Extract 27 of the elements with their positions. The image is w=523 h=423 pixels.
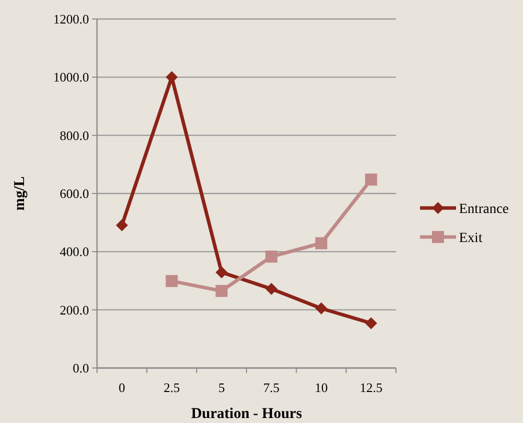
x-tick-label: 10 [314,380,328,395]
point [265,282,278,295]
y-axis-title: mg/L [12,176,28,211]
point [265,250,278,263]
x-tick-label: 2.5 [164,380,180,395]
point [216,266,228,278]
point [166,275,178,288]
x-axis-title: Duration - Hours [191,406,302,422]
point [365,174,378,186]
x-tick-label: 7.5 [263,380,280,395]
y-tick-label: 0.0 [72,360,89,376]
point [315,237,328,250]
point [216,284,228,297]
y-tick-label: 1200.0 [53,12,89,27]
y-tick-label: 200.0 [60,302,89,318]
x-tick-label: 12.5 [360,380,382,395]
x-tick-label: 5 [218,380,225,395]
y-tick-label: 600.0 [60,186,89,202]
point [116,219,128,232]
y-tick-label: 400.0 [60,244,89,260]
legend-label: Exit [459,230,482,246]
legend-label: Entrance [459,202,509,217]
y-tick-label: 1000.0 [53,70,89,85]
point [315,302,328,314]
y-tick-label: 800.0 [60,128,89,143]
x-tick-label: 0 [118,380,126,395]
point [365,317,378,330]
